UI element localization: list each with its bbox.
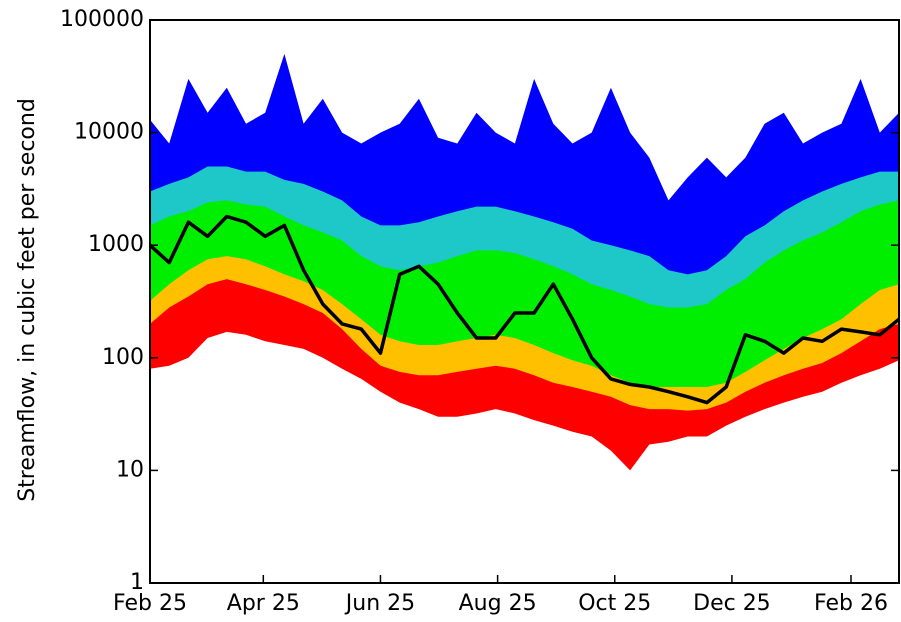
- x-tick-label: Feb 26: [814, 591, 888, 616]
- x-tick-label: Jun 25: [344, 591, 415, 616]
- x-tick-label: Oct 25: [578, 591, 651, 616]
- x-tick-label: Feb 25: [113, 591, 187, 616]
- current-flow-line: [148, 214, 901, 405]
- y-tick-label: 100000: [60, 7, 144, 32]
- y-tick-label: 10000: [74, 120, 144, 145]
- y-axis-label: Streamflow, in cubic feet per second: [15, 98, 40, 502]
- percentile-band: [150, 331, 899, 583]
- y-tick-label: 100: [102, 345, 144, 370]
- y-tick-label: 1000: [88, 232, 144, 257]
- y-tick-label: 1: [130, 570, 144, 595]
- x-tick-label: Dec 25: [693, 591, 771, 616]
- plot-frame: [149, 19, 900, 584]
- y-tick-label: 10: [116, 457, 144, 482]
- x-tick-label: Apr 25: [227, 591, 300, 616]
- x-tick-label: Aug 25: [459, 591, 537, 616]
